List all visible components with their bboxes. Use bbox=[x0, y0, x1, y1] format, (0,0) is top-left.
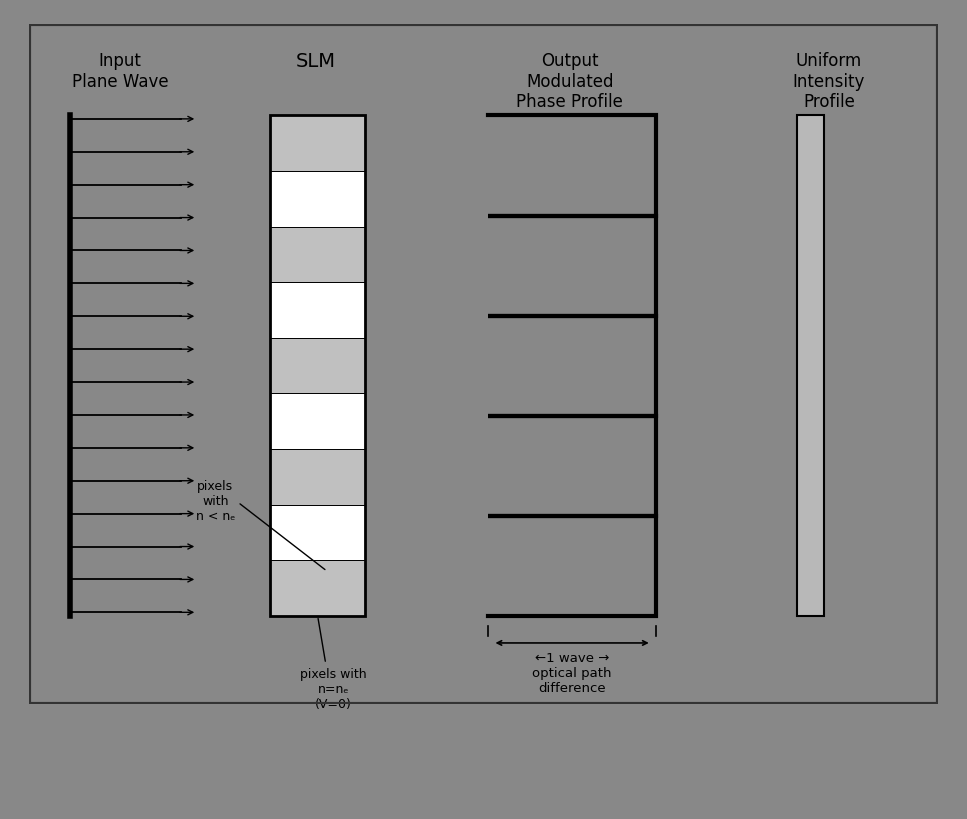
Bar bbox=[270, 116, 366, 616]
Bar bbox=[270, 338, 366, 394]
Text: Input
Plane Wave: Input Plane Wave bbox=[72, 52, 168, 91]
Bar bbox=[270, 394, 366, 450]
Bar bbox=[270, 228, 366, 283]
Bar bbox=[270, 560, 366, 616]
Text: pixels
with
n < nₑ: pixels with n < nₑ bbox=[195, 479, 325, 570]
Text: SLM: SLM bbox=[295, 52, 336, 70]
Bar bbox=[270, 116, 366, 172]
Bar bbox=[270, 450, 366, 505]
Bar bbox=[270, 505, 366, 560]
Bar bbox=[270, 283, 366, 338]
Text: Output
Modulated
Phase Profile: Output Modulated Phase Profile bbox=[516, 52, 624, 111]
Text: Uniform
Intensity
Profile: Uniform Intensity Profile bbox=[793, 52, 865, 111]
Text: pixels with
n=nₑ
(V=0): pixels with n=nₑ (V=0) bbox=[300, 618, 366, 710]
Bar bbox=[270, 172, 366, 228]
Text: ←1 wave →
optical path
difference: ←1 wave → optical path difference bbox=[533, 651, 612, 695]
Bar bbox=[797, 116, 825, 616]
